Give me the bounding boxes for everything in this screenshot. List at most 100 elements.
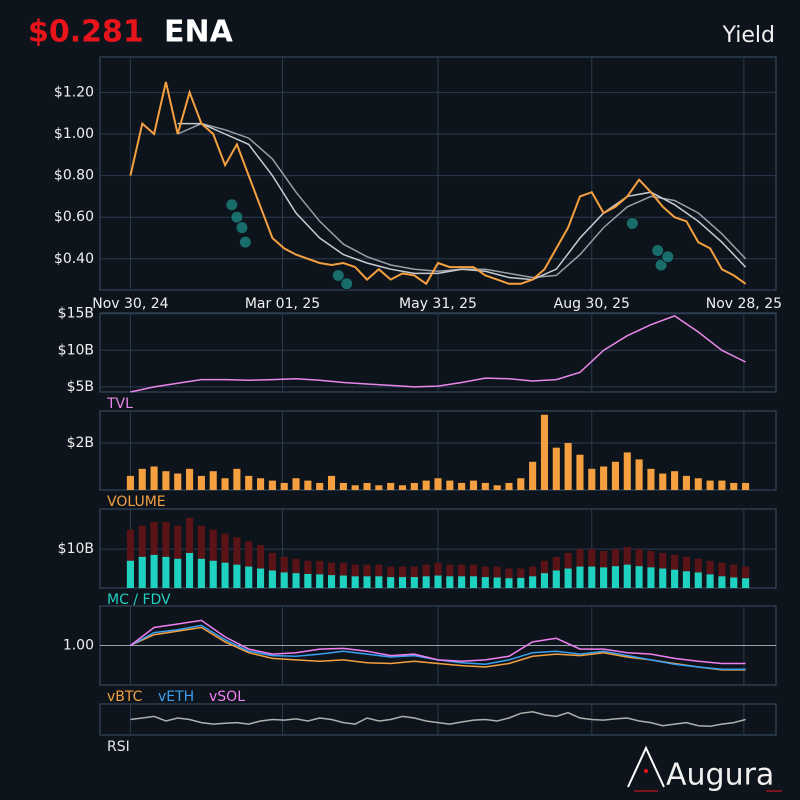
bar	[209, 529, 217, 588]
bar	[422, 576, 430, 588]
bar	[327, 575, 336, 588]
signal-marker	[654, 258, 668, 272]
bar	[540, 573, 549, 588]
bar	[316, 482, 324, 490]
bar	[730, 564, 738, 588]
bar	[221, 562, 229, 588]
bar	[292, 478, 300, 490]
y-tick-label: $10B	[58, 541, 94, 557]
bar	[398, 485, 407, 490]
bar	[623, 452, 631, 490]
bar	[150, 521, 158, 588]
panel-label: MC / FDV	[107, 592, 171, 608]
bar	[718, 576, 726, 588]
bar	[268, 480, 276, 490]
bar	[126, 529, 134, 588]
bar	[280, 572, 288, 588]
bar	[126, 560, 134, 588]
y-tick-label: $0.40	[54, 251, 94, 267]
symbol: ENA	[164, 15, 234, 50]
bar	[398, 577, 407, 588]
y-tick-label: $1.00	[54, 126, 94, 142]
logo-mark	[627, 745, 665, 788]
bar	[434, 478, 442, 490]
bar	[694, 572, 702, 588]
bar	[245, 541, 253, 588]
panel: $10B MC / FDV	[58, 508, 777, 608]
bar	[233, 564, 241, 588]
x-tick-label: Aug 30, 25	[554, 296, 630, 312]
bar	[671, 569, 679, 588]
bar	[718, 480, 726, 490]
bar	[600, 567, 608, 588]
bar	[221, 478, 229, 490]
bar	[576, 454, 584, 490]
bar	[635, 566, 643, 588]
logo-text: Augura	[666, 758, 774, 793]
y-tick-label: $0.80	[54, 168, 94, 184]
bar	[126, 475, 134, 490]
bar	[339, 562, 347, 588]
bar	[434, 575, 442, 588]
panel-label: TVL	[106, 396, 133, 412]
bar	[659, 473, 667, 490]
series-line	[129, 619, 746, 665]
bar	[694, 478, 702, 490]
bar	[517, 577, 525, 588]
bar	[422, 480, 430, 490]
legend-entry: vBTC	[107, 689, 143, 705]
bar	[730, 482, 738, 490]
bar	[351, 576, 359, 588]
bar	[564, 568, 572, 588]
bar	[706, 574, 714, 588]
bar	[174, 473, 182, 490]
bar	[410, 482, 418, 490]
panel-label: VOLUME	[107, 494, 166, 510]
bar	[339, 575, 347, 588]
bar	[304, 573, 312, 588]
bar	[576, 566, 584, 588]
signal-marker	[225, 198, 239, 212]
bar	[493, 577, 501, 588]
bar	[375, 485, 383, 490]
bar	[564, 442, 572, 490]
bar	[458, 482, 466, 490]
bar	[174, 558, 182, 588]
bar	[742, 566, 750, 588]
y-tick-label: $2B	[67, 435, 94, 451]
bar	[304, 480, 312, 490]
bar	[316, 574, 324, 588]
panel: RSI	[99, 703, 777, 755]
x-tick-label: May 31, 25	[399, 296, 477, 312]
series-line	[129, 81, 747, 286]
bar	[257, 568, 265, 588]
bar	[197, 475, 205, 490]
mode: Yield	[722, 23, 775, 48]
signal-marker	[235, 221, 249, 235]
bar	[186, 552, 194, 588]
bar	[434, 562, 442, 588]
legend-entry: vSOL	[209, 689, 245, 705]
signal-marker	[340, 277, 354, 291]
signal-marker	[238, 235, 252, 249]
bar	[292, 573, 300, 588]
bar	[659, 568, 667, 588]
panel: $2B VOLUME	[67, 410, 777, 510]
bar	[529, 576, 537, 588]
bar	[339, 482, 347, 490]
bar	[387, 577, 395, 588]
bar	[469, 576, 478, 588]
y-tick-label: $0.60	[54, 209, 94, 225]
bar	[481, 577, 489, 588]
y-tick-label: $1.20	[54, 84, 94, 100]
bar	[706, 480, 714, 490]
bar	[458, 576, 466, 588]
bar	[257, 545, 265, 588]
bar	[387, 482, 395, 490]
bar	[197, 525, 205, 588]
bar	[410, 577, 418, 588]
bar	[517, 478, 525, 490]
bar	[446, 576, 454, 588]
bar	[363, 576, 371, 588]
